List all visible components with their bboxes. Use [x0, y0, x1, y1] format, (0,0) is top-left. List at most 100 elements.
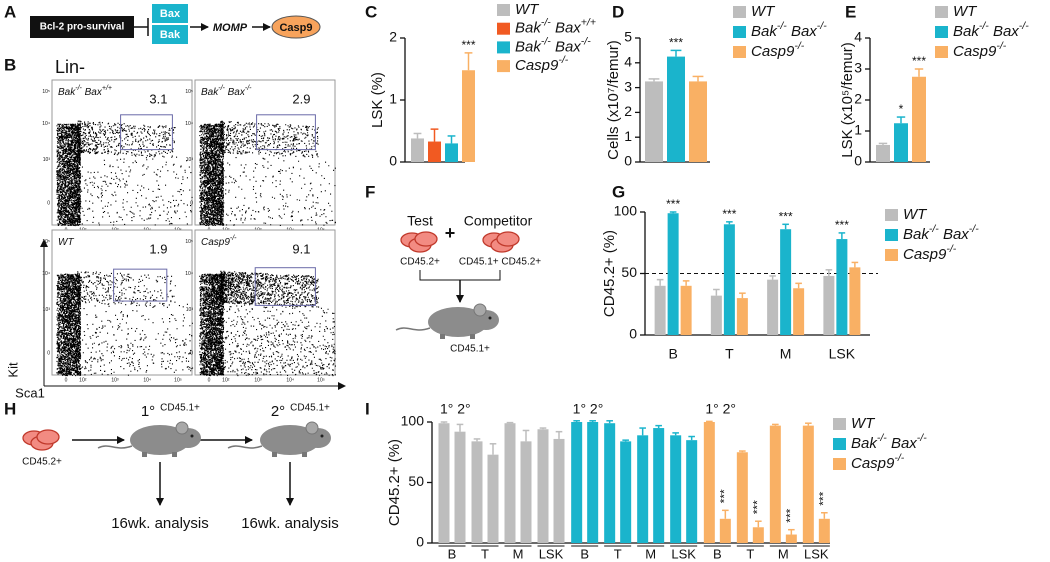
panel-label: B	[4, 55, 16, 74]
legend-label: Bak-/- Bax+/+	[515, 16, 596, 36]
legend-swatch	[833, 418, 846, 430]
readout: 16wk. analysis	[241, 515, 339, 532]
y-tick-label: 2	[854, 91, 862, 107]
event-dots	[199, 270, 336, 377]
flow-x-tick: 0	[208, 377, 211, 383]
gate-percent: 1.9	[149, 242, 167, 257]
significance: ***	[669, 36, 683, 50]
text-part: -/-	[917, 432, 927, 444]
mouse-eye	[320, 434, 324, 438]
mouse-ear	[305, 421, 319, 435]
flow-y-label: Kit	[5, 362, 20, 378]
bracket	[419, 270, 501, 281]
text-part: Bax	[225, 87, 246, 98]
text-part: -/-	[979, 20, 989, 32]
bar	[912, 76, 926, 162]
bar	[553, 438, 565, 543]
bar	[587, 422, 599, 543]
x-tick-label: LSK	[671, 546, 696, 561]
event-dots	[199, 120, 336, 227]
panel-label: C	[365, 2, 377, 21]
panel-label: H	[4, 399, 16, 418]
x-tick-label: T	[614, 546, 622, 561]
flow-x-tick: 10²	[222, 377, 230, 383]
panel-label: I	[365, 399, 370, 418]
mouse-tail	[227, 445, 263, 449]
flow-y-tick: 10⁴	[42, 271, 50, 277]
text-part: -/-	[75, 85, 82, 92]
legend-swatch	[733, 6, 746, 18]
legend-swatch	[733, 26, 746, 38]
flow-x-tick: 0	[65, 377, 68, 383]
text-part: Bax	[787, 23, 818, 40]
gate	[256, 114, 316, 151]
y-tick-label: 3	[624, 78, 632, 94]
bar	[780, 229, 792, 335]
bar	[802, 425, 814, 543]
flow-x-tick: 10²	[79, 377, 87, 383]
text-part: -/-	[969, 223, 979, 235]
bar	[785, 534, 797, 543]
bar	[689, 81, 707, 162]
bar	[736, 298, 748, 335]
y-tick-label: 50	[621, 264, 637, 280]
text-part: Bak	[201, 87, 219, 98]
genotype-label: WT	[58, 237, 74, 248]
label: CD45.1+	[450, 344, 490, 355]
round-label: 1°	[141, 403, 155, 420]
mouse-leg	[302, 452, 307, 457]
node-label: Bcl-2 pro-survival	[40, 22, 125, 33]
bar	[703, 422, 715, 543]
panel-label: E	[845, 2, 856, 21]
text-part: Bak	[515, 20, 542, 37]
text-part: +/+	[581, 16, 596, 28]
flow-y-tick: 10⁵	[185, 89, 193, 95]
text-part: -/-	[558, 54, 568, 66]
node-label: Bax	[160, 8, 181, 20]
significance: ***	[784, 508, 798, 522]
group-label: 1° 2°	[705, 401, 736, 417]
gate	[113, 268, 168, 302]
legend-swatch	[497, 41, 510, 54]
bar	[454, 431, 466, 543]
y-tick-label: 2	[389, 29, 397, 45]
flow-y-tick: 0	[190, 351, 193, 357]
panel-label: F	[365, 182, 375, 201]
bar	[462, 70, 475, 162]
text-part: Bak	[903, 226, 930, 243]
flow-y-tick: 10⁴	[185, 271, 193, 277]
y-tick-label: 0	[416, 534, 424, 550]
x-tick-label: M	[778, 546, 789, 561]
text-part: WT	[851, 415, 876, 432]
text-part: Casp9	[953, 43, 997, 60]
y-axis-label: CD45.2+ (%)	[601, 230, 618, 317]
flow-y-tick: 0	[47, 201, 50, 207]
bar	[667, 56, 685, 162]
bar	[793, 288, 805, 335]
text-part: -/-	[946, 243, 956, 255]
bar	[445, 143, 458, 162]
x-tick-label: T	[481, 546, 489, 561]
significance: *	[899, 102, 904, 116]
text-part: Bak	[515, 38, 542, 55]
legend-label: Bak-/- Bax-/-	[751, 20, 827, 40]
y-tick-label: 0	[629, 326, 637, 342]
node-label: MOMP	[213, 22, 248, 34]
label: +	[445, 223, 456, 243]
label: CD45.1+ CD45.2+	[459, 257, 541, 268]
bar	[719, 518, 731, 543]
text-part: -/-	[218, 85, 225, 92]
legend-swatch	[935, 26, 948, 38]
legend-label: Bak-/- Bax-/-	[515, 35, 591, 55]
mouse-leg	[172, 452, 177, 457]
bar	[653, 428, 665, 543]
legend-label: WT	[953, 3, 978, 20]
bar	[752, 527, 764, 543]
gate	[254, 267, 316, 306]
label: CD45.2+	[22, 457, 62, 468]
bar	[637, 435, 649, 543]
mouse-eye	[488, 316, 492, 320]
mouse-leg	[272, 452, 277, 457]
y-tick-label: 1	[624, 128, 632, 144]
flow-x-tick: 10⁵	[174, 377, 182, 383]
